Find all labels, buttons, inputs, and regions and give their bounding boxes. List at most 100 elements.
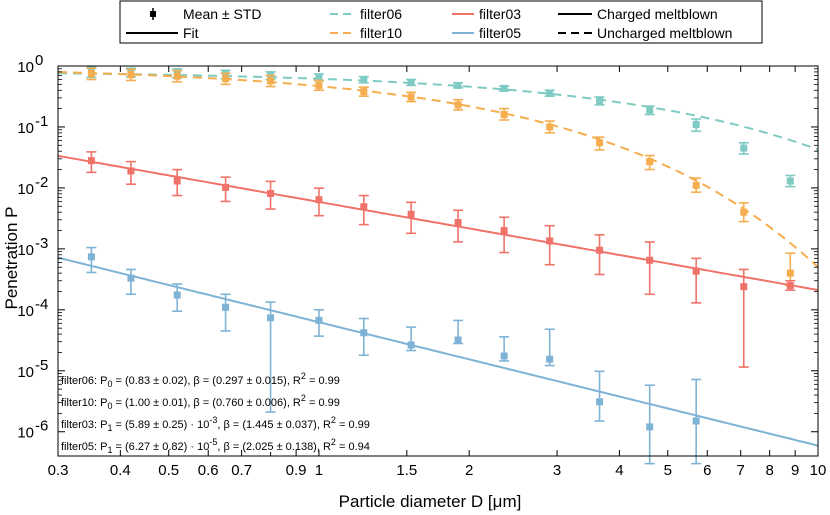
x-tick-label: 6 — [703, 462, 711, 479]
annotation-text: = (5.89 ± 0.25) · 10 — [112, 419, 209, 431]
fit-line-filter05 — [58, 256, 818, 447]
data-point — [87, 253, 95, 261]
data-point — [596, 246, 604, 254]
data-point — [315, 73, 323, 81]
data-point — [500, 111, 508, 119]
data-point — [740, 208, 748, 216]
x-tick-label: 0.4 — [110, 462, 131, 479]
annotation-text: = (0.83 ± 0.02), β = (0.297 ± 0.015), R — [112, 375, 300, 387]
annotation-superscript: 2 — [301, 371, 306, 381]
data-point — [454, 336, 462, 344]
data-point — [454, 219, 462, 227]
fit-annotations: filter06: P0 = (0.83 ± 0.02), β = (0.297… — [61, 371, 370, 455]
annotation-text: , β = (1.445 ± 0.037), R — [217, 419, 331, 431]
legend-item: filter06 — [330, 6, 402, 22]
y-axis-label: Penetration P — [2, 206, 21, 309]
data-point — [407, 341, 415, 349]
data-point — [786, 269, 794, 277]
annotation-text: filter10: P — [61, 397, 107, 409]
data-point — [546, 123, 554, 131]
y-tick-label: 10 — [17, 181, 34, 198]
data-point — [546, 355, 554, 363]
x-tick-label: 0.3 — [48, 462, 69, 479]
legend-item: Uncharged meltblown — [558, 25, 732, 41]
data-point — [692, 120, 700, 128]
annotation-text: filter06: P — [61, 375, 107, 387]
legend-label: filter05 — [479, 25, 521, 41]
data-point — [315, 196, 323, 204]
data-point — [546, 89, 554, 97]
y-tick-label: 10 — [17, 242, 34, 259]
series-filter03 — [58, 151, 818, 368]
data-point — [315, 316, 323, 324]
legend-item: Fit — [126, 25, 199, 41]
data-point — [87, 70, 95, 78]
y-tick-label: 10 — [17, 364, 34, 381]
x-tick-label: 0.6 — [198, 462, 219, 479]
y-tick-exponent: 0 — [35, 52, 43, 69]
x-tick-label: 9 — [791, 462, 799, 479]
y-tick-exponent: -1 — [35, 113, 48, 130]
data-point — [173, 291, 181, 299]
x-tick-label: 10 — [810, 462, 827, 479]
annotation-text: = (1.00 ± 0.01), β = (0.760 ± 0.006), R — [112, 397, 300, 409]
data-point — [740, 283, 748, 291]
data-point — [87, 157, 95, 165]
legend-swatch-marker — [150, 11, 156, 17]
annotation-text: filter05: P — [61, 441, 107, 453]
data-point — [267, 314, 275, 322]
data-point — [360, 203, 368, 211]
legend-label: Uncharged meltblown — [597, 25, 732, 41]
y-tick-exponent: -4 — [35, 296, 48, 313]
legend-label: Mean ± STD — [183, 6, 261, 22]
x-tick-label: 1.5 — [396, 462, 417, 479]
data-point — [222, 183, 230, 191]
data-point — [127, 71, 135, 79]
data-point — [692, 267, 700, 275]
data-point — [173, 177, 181, 185]
data-point — [360, 329, 368, 337]
x-tick-label: 2 — [465, 462, 473, 479]
data-point — [454, 81, 462, 89]
y-tick-label: 10 — [17, 59, 34, 76]
data-point — [454, 101, 462, 109]
annotation-text: filter03: P — [61, 419, 107, 431]
x-tick-label: 0.7 — [231, 462, 252, 479]
x-tick-label: 3 — [553, 462, 561, 479]
fit-annotation-filter03: filter03: P1 = (5.89 ± 0.25) · 10-3, β =… — [61, 415, 370, 433]
data-point — [596, 139, 604, 147]
x-tick-label: 5 — [664, 462, 672, 479]
data-point — [127, 167, 135, 175]
data-point — [786, 177, 794, 185]
legend-item: Charged meltblown — [558, 6, 718, 22]
series-filter05 — [58, 246, 818, 465]
data-point — [222, 303, 230, 311]
data-point — [546, 237, 554, 245]
data-point — [646, 106, 654, 114]
fit-line-filter03 — [58, 154, 818, 291]
legend-label: filter06 — [360, 6, 402, 22]
fit-line-filter06 — [58, 72, 818, 151]
series-filter10 — [58, 67, 818, 287]
legend-item: filter10 — [330, 25, 402, 41]
axes-frame — [57, 65, 819, 457]
data-point — [407, 93, 415, 101]
y-tick-exponent: -3 — [35, 235, 48, 252]
y-tick-label: 10 — [17, 120, 34, 137]
data-point — [360, 76, 368, 84]
annotation-text: = 0.99 — [306, 397, 340, 409]
fit-annotation-filter05: filter05: P1 = (6.27 ± 0.82) · 10-5, β =… — [61, 437, 370, 455]
data-point — [315, 81, 323, 89]
annotation-text: = 0.94 — [336, 441, 370, 453]
data-point — [360, 88, 368, 96]
x-tick-label: 0.9 — [286, 462, 307, 479]
fit-annotation-filter06: filter06: P0 = (0.83 ± 0.02), β = (0.297… — [61, 371, 340, 389]
y-tick-exponent: -6 — [35, 418, 48, 435]
annotation-superscript: 2 — [301, 393, 306, 403]
annotation-text: = (6.27 ± 0.82) · 10 — [112, 441, 209, 453]
data-point — [222, 75, 230, 83]
data-point — [500, 352, 508, 360]
annotation-subscript: 1 — [107, 445, 112, 455]
data-point — [500, 227, 508, 235]
